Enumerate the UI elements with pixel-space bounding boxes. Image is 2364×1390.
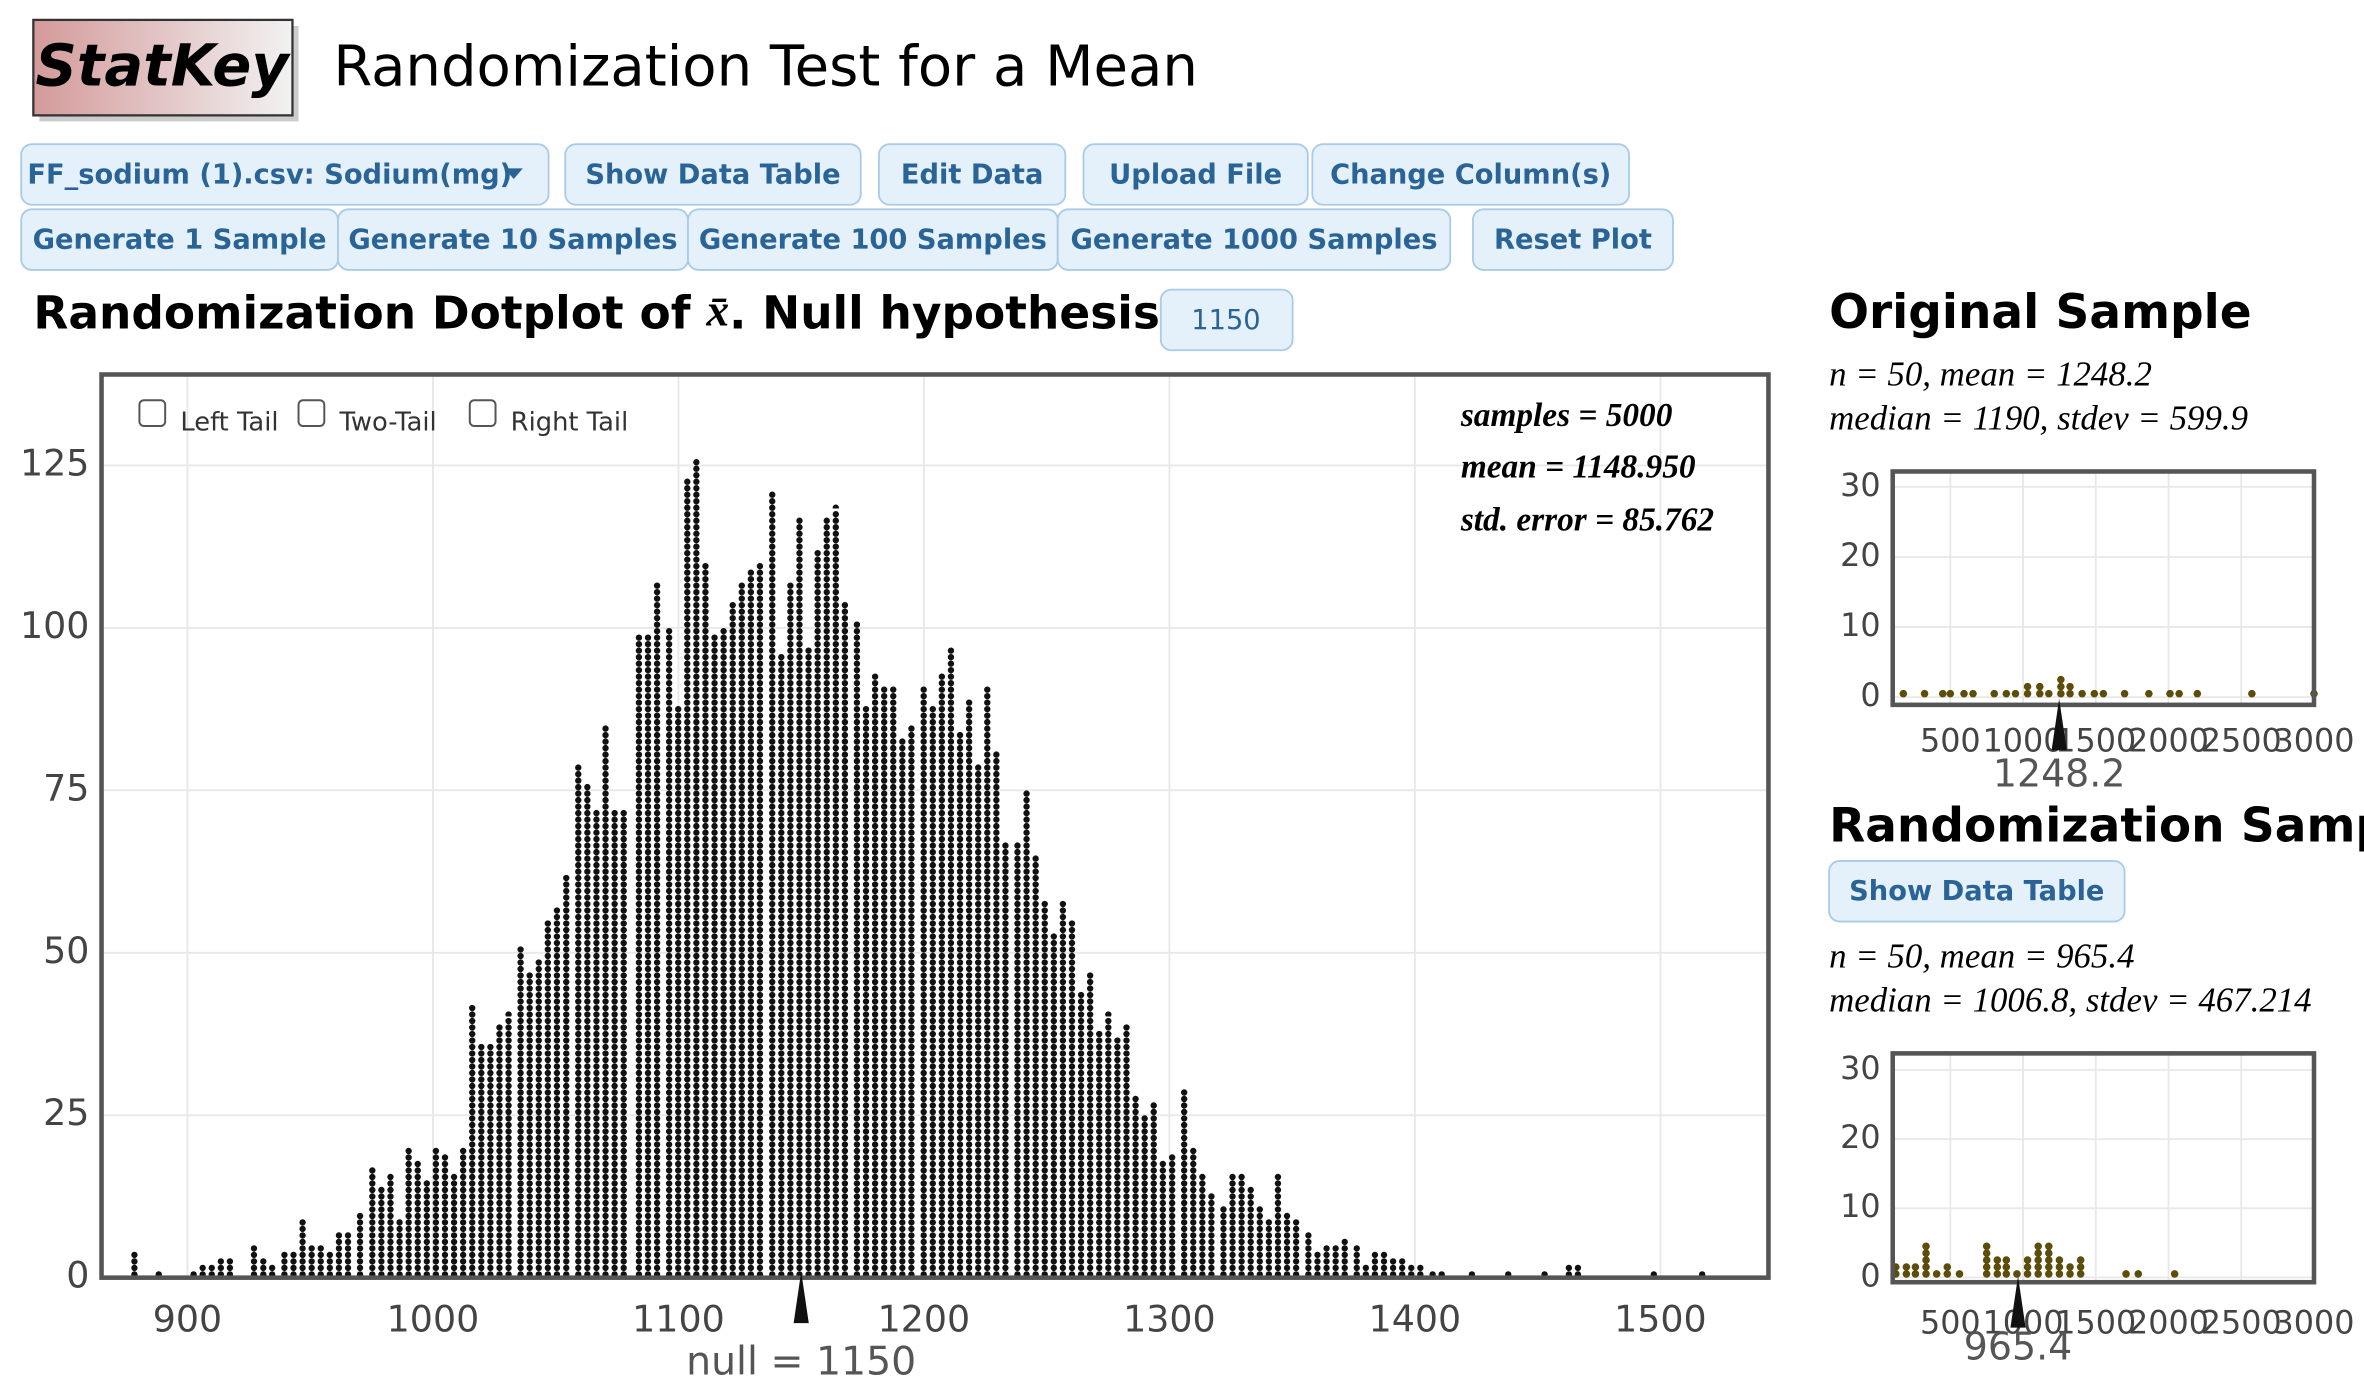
summary-stat: mean = 1148.950	[1461, 449, 1696, 486]
toolbar-button[interactable]	[1311, 143, 1630, 206]
plot-heading: Randomization Dotplot of x̄. Null hypoth…	[33, 285, 1273, 339]
marker	[2010, 1276, 2026, 1328]
null-value: 1150	[1191, 305, 1260, 336]
y-tick-label: 0	[66, 1254, 89, 1297]
toolbar-button-label: Edit Data	[901, 159, 1043, 190]
dataset-select[interactable]	[20, 143, 550, 206]
x-tick-label: 500	[1920, 722, 1981, 760]
x-tick-label: 1500	[1614, 1298, 1707, 1341]
null-input[interactable]	[1159, 288, 1294, 352]
generate-button[interactable]	[1056, 208, 1452, 271]
panel-title: Randomization Sample	[1829, 799, 2364, 854]
heading-symbol: x̄	[705, 285, 729, 336]
toolbar-button[interactable]	[1082, 143, 1309, 206]
marker-label: null = 1150	[686, 1339, 916, 1385]
x-tick-label: 3000	[2274, 722, 2355, 760]
y-tick-label: 10	[1840, 1187, 1880, 1225]
tail-checkbox[interactable]	[297, 399, 326, 428]
marker-label: 965.4	[1964, 1324, 2072, 1368]
y-tick-label: 30	[1840, 1049, 1880, 1087]
dataset-label: FF_sodium (1).csv: Sodium(mg)	[27, 159, 512, 190]
plot-area	[1892, 1053, 2314, 1283]
marker	[793, 1271, 809, 1324]
toolbar-button-label: Upload File	[1109, 159, 1282, 190]
generate-button-label: Generate 1000 Samples	[1070, 225, 1437, 256]
y-tick-label: 0	[1860, 1256, 1880, 1294]
plot-frame	[1890, 469, 2317, 708]
y-tick-label: 75	[43, 766, 89, 809]
toolbar-button[interactable]	[878, 143, 1067, 206]
x-tick-label: 1400	[1369, 1298, 1462, 1341]
tail-label: Left Tail	[180, 407, 278, 437]
x-tick-label: 2000	[2128, 1304, 2209, 1342]
show-data-button[interactable]	[1828, 860, 2126, 923]
x-tick-label: 500	[1920, 1304, 1981, 1342]
plot-frame	[99, 372, 1771, 1280]
toolbar-button-label: Change Column(s)	[1330, 159, 1611, 190]
tail-label: Two-Tail	[338, 407, 436, 437]
y-tick-label: 25	[43, 1091, 89, 1134]
y-tick-label: 10	[1840, 606, 1880, 644]
x-tick-label: 1000	[1983, 722, 2064, 760]
marker-label: 1248.2	[1993, 752, 2126, 796]
plot-area	[1892, 471, 2314, 705]
generate-button-label: Generate 10 Samples	[348, 225, 677, 256]
y-tick-label: 20	[1840, 1118, 1880, 1156]
sample-stat: n = 50, mean = 965.4	[1829, 936, 2134, 975]
tail-checkbox[interactable]	[468, 399, 497, 428]
y-tick-label: 30	[1840, 466, 1880, 504]
logo-text: StatKey	[35, 33, 291, 100]
tail-checkbox[interactable]	[138, 399, 167, 428]
plot-frame	[1890, 1051, 2317, 1285]
generate-button-label: Reset Plot	[1494, 225, 1652, 256]
toolbar-button[interactable]	[564, 143, 862, 206]
y-tick-label: 125	[20, 441, 89, 484]
marker	[2051, 698, 2067, 751]
panel-title: Original Sample	[1829, 285, 2252, 340]
x-tick-label: 3000	[2274, 1304, 2355, 1342]
summary-stat: std. error = 85.762	[1460, 502, 1714, 539]
logo[interactable]	[32, 18, 294, 117]
y-tick-label: 20	[1840, 536, 1880, 574]
x-tick-label: 1200	[878, 1298, 971, 1341]
sample-stat: n = 50, mean = 1248.2	[1829, 355, 2152, 394]
heading-text: Randomization Dotplot of	[33, 286, 706, 339]
x-tick-label: 1000	[387, 1298, 480, 1341]
x-tick-label: 900	[153, 1298, 222, 1341]
x-tick-label: 1500	[2055, 1304, 2136, 1342]
generate-button-label: Generate 1 Sample	[33, 225, 327, 256]
sample-stat: median = 1006.8, stdev = 467.214	[1829, 980, 2312, 1019]
y-tick-label: 50	[43, 929, 89, 972]
summary-stat: samples = 5000	[1460, 397, 1673, 434]
x-tick-label: 1500	[2055, 722, 2136, 760]
tail-label: Right Tail	[511, 407, 629, 437]
generate-button-label: Generate 100 Samples	[699, 225, 1047, 256]
generate-button[interactable]	[1472, 208, 1674, 271]
x-tick-label: 2000	[2128, 722, 2209, 760]
y-tick-label: 100	[20, 604, 89, 647]
sample-stat: median = 1190, stdev = 599.9	[1829, 398, 2248, 437]
show-data-button-label: Show Data Table	[1849, 876, 2104, 907]
dropdown-caret	[504, 168, 523, 180]
heading-text: . Null hypothesis:	[729, 286, 1194, 339]
x-tick-label: 2500	[2201, 722, 2282, 760]
x-tick-label: 2500	[2201, 1304, 2282, 1342]
page-title: Randomization Test for a Mean	[333, 35, 1197, 100]
y-tick-label: 0	[1860, 676, 1880, 714]
x-tick-label: 1100	[632, 1298, 725, 1341]
x-tick-label: 1300	[1123, 1298, 1216, 1341]
toolbar-button-label: Show Data Table	[585, 159, 840, 190]
